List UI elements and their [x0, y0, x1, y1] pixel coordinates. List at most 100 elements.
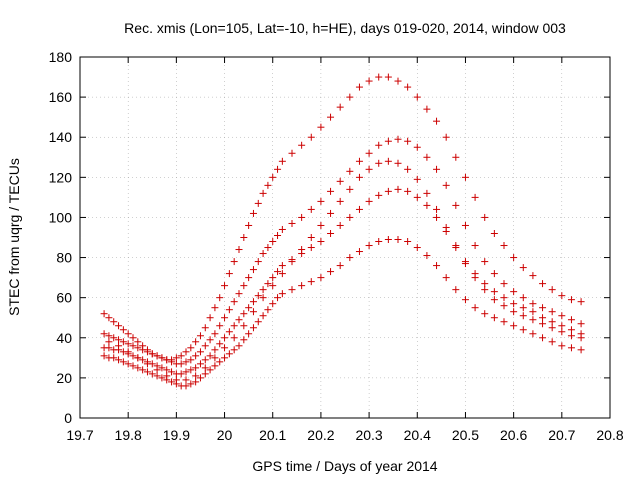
data-point — [490, 296, 498, 304]
data-point — [211, 354, 219, 362]
data-point — [139, 356, 147, 364]
data-point — [119, 358, 127, 366]
data-point — [577, 320, 585, 328]
data-point — [394, 159, 402, 167]
data-point — [221, 282, 229, 290]
data-point — [245, 221, 253, 229]
x-tick-label: 20.7 — [548, 427, 575, 443]
data-point — [235, 246, 243, 254]
data-point — [225, 270, 233, 278]
data-point — [216, 322, 224, 330]
data-point — [249, 308, 257, 316]
data-point — [163, 372, 171, 380]
data-point — [413, 244, 421, 252]
y-tick-label: 60 — [56, 290, 72, 306]
data-point — [307, 278, 315, 286]
data-point — [182, 358, 190, 366]
x-tick-label: 20.3 — [355, 427, 382, 443]
data-point — [274, 268, 282, 276]
data-point — [558, 342, 566, 350]
data-point — [124, 348, 132, 356]
data-point — [259, 312, 267, 320]
data-point — [124, 360, 132, 368]
data-point — [346, 213, 354, 221]
data-point — [230, 334, 238, 342]
x-tick-label: 20.6 — [500, 427, 527, 443]
data-point — [404, 83, 412, 91]
data-point — [201, 356, 209, 364]
data-point — [567, 316, 575, 324]
data-point — [413, 175, 421, 183]
data-point — [278, 262, 286, 270]
data-point — [404, 238, 412, 246]
data-point — [143, 348, 151, 356]
data-point — [129, 342, 137, 350]
data-point — [355, 205, 363, 213]
data-point — [264, 181, 272, 189]
data-point — [442, 181, 450, 189]
data-point — [177, 370, 185, 378]
data-point — [211, 330, 219, 338]
data-point — [216, 358, 224, 366]
data-point — [481, 310, 489, 318]
data-point — [249, 298, 257, 306]
data-point — [519, 312, 527, 320]
data-point — [216, 294, 224, 302]
data-point — [192, 378, 200, 386]
data-point — [269, 274, 277, 282]
data-point — [567, 332, 575, 340]
data-point — [442, 223, 450, 231]
data-point — [105, 314, 113, 322]
data-point — [577, 330, 585, 338]
y-tick-label: 80 — [56, 250, 72, 266]
data-point — [471, 193, 479, 201]
data-point — [235, 316, 243, 324]
data-point — [500, 302, 508, 310]
data-point — [298, 213, 306, 221]
data-point — [235, 342, 243, 350]
data-point — [577, 298, 585, 306]
data-point — [317, 221, 325, 229]
y-tick-labels: 0 20 40 60 80 100 120 140 160 180 — [49, 49, 73, 426]
data-point — [404, 165, 412, 173]
data-point — [461, 258, 469, 266]
data-point — [240, 322, 248, 330]
data-point — [433, 165, 441, 173]
data-point — [336, 103, 344, 111]
data-point — [500, 294, 508, 302]
x-tick-label: 20.2 — [307, 427, 334, 443]
data-point — [115, 342, 123, 350]
data-point — [510, 322, 518, 330]
data-point — [298, 246, 306, 254]
data-point — [269, 173, 277, 181]
data-point — [336, 197, 344, 205]
data-point — [317, 197, 325, 205]
data-point — [201, 370, 209, 378]
data-point — [529, 300, 537, 308]
data-point — [375, 141, 383, 149]
y-tick-label: 140 — [49, 129, 73, 145]
plot-frame — [79, 56, 611, 419]
data-point — [481, 286, 489, 294]
y-tick-label: 0 — [64, 410, 72, 426]
data-point — [471, 242, 479, 250]
data-point — [124, 340, 132, 348]
data-point — [423, 105, 431, 113]
data-point — [201, 364, 209, 372]
data-point — [134, 338, 142, 346]
data-point — [259, 286, 267, 294]
data-point — [394, 185, 402, 193]
data-point — [452, 201, 460, 209]
data-point — [240, 310, 248, 318]
data-point — [201, 342, 209, 350]
data-point — [355, 83, 363, 91]
data-point — [221, 334, 229, 342]
data-point — [206, 366, 214, 374]
data-point — [433, 213, 441, 221]
data-point — [336, 177, 344, 185]
data-point — [490, 314, 498, 322]
data-point — [481, 280, 489, 288]
x-tick-label: 19.9 — [163, 427, 190, 443]
data-point — [471, 270, 479, 278]
data-point — [461, 221, 469, 229]
